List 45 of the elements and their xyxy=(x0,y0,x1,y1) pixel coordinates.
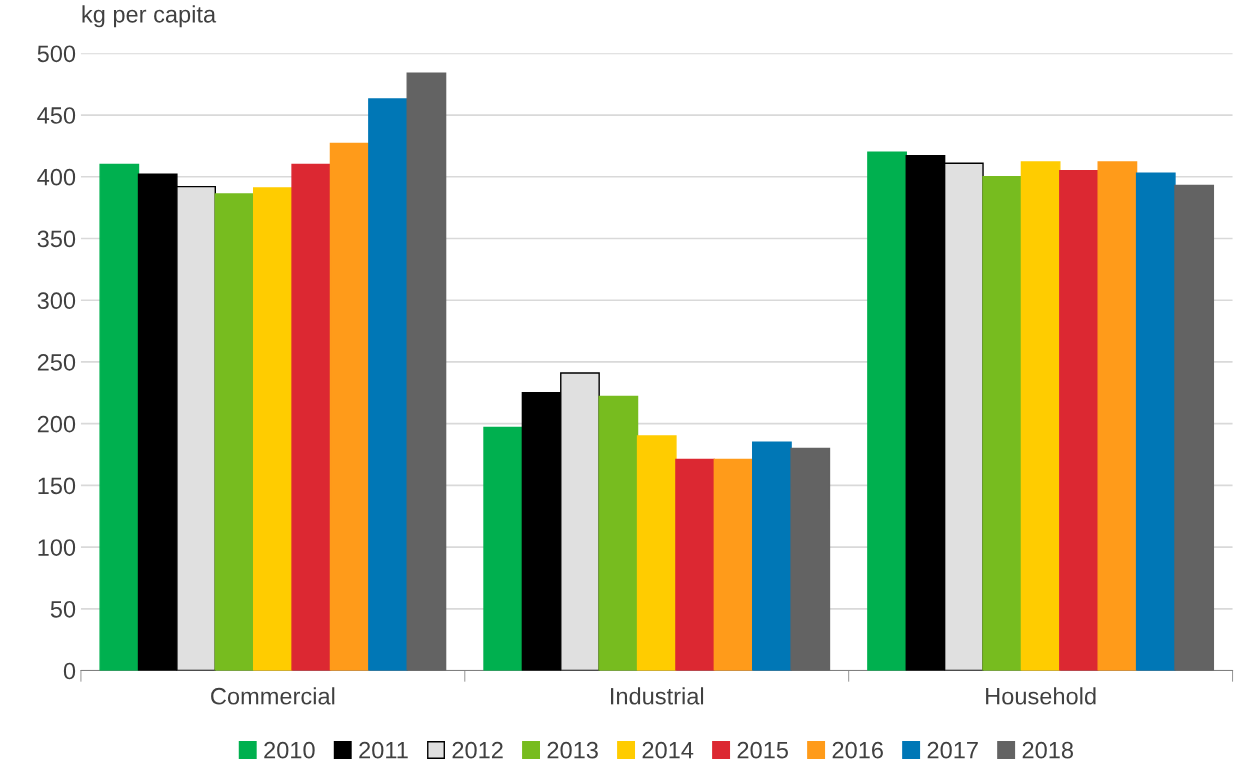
bar xyxy=(1097,161,1138,671)
y-tick-label: 400 xyxy=(37,168,76,186)
x-tick-label: Commercial xyxy=(211,687,335,705)
bar xyxy=(368,98,408,671)
bar xyxy=(598,395,639,671)
y-tick-label: 250 xyxy=(37,354,76,371)
bar xyxy=(483,426,524,671)
y-tick-label: 350 xyxy=(37,230,76,248)
bar xyxy=(790,447,831,671)
y-tick-label: 0 xyxy=(63,662,76,680)
legend-label: 2018 xyxy=(1022,741,1073,759)
bar xyxy=(1020,161,1061,671)
bar xyxy=(752,441,792,671)
legend-label: 2016 xyxy=(832,741,883,759)
bar xyxy=(982,176,1023,671)
legend-label: 2013 xyxy=(547,741,598,759)
legend-label: 2014 xyxy=(642,741,694,759)
bar xyxy=(406,72,447,671)
legend-label: 2010 xyxy=(264,741,315,759)
x-tick-label: Industrial xyxy=(611,687,704,705)
legend-label: 2011 xyxy=(359,741,408,759)
bar xyxy=(1059,169,1099,671)
y-tick-label: 100 xyxy=(38,539,76,556)
y-tick-label: 150 xyxy=(38,477,76,495)
legend-label: 2012 xyxy=(452,741,503,759)
bar xyxy=(291,163,332,671)
legend-label: 2015 xyxy=(737,741,788,759)
bar xyxy=(214,193,255,671)
y-tick-label: 200 xyxy=(37,415,76,433)
bar xyxy=(252,187,293,671)
bar xyxy=(867,151,907,671)
legend-label: 2017 xyxy=(927,741,978,759)
bar xyxy=(329,142,370,671)
bar xyxy=(99,163,140,671)
y-tick-label: 50 xyxy=(50,600,76,618)
y-tick-label: 500 xyxy=(37,45,76,63)
bar xyxy=(675,458,716,671)
bar xyxy=(1135,172,1176,671)
bar xyxy=(713,458,754,671)
bar xyxy=(636,435,677,671)
y-tick-label: 450 xyxy=(37,107,76,124)
x-tick-label: Household xyxy=(986,687,1096,705)
bar xyxy=(1174,184,1215,671)
y-axis-title: kg per capita xyxy=(82,5,217,28)
y-tick-label: 300 xyxy=(37,292,76,310)
